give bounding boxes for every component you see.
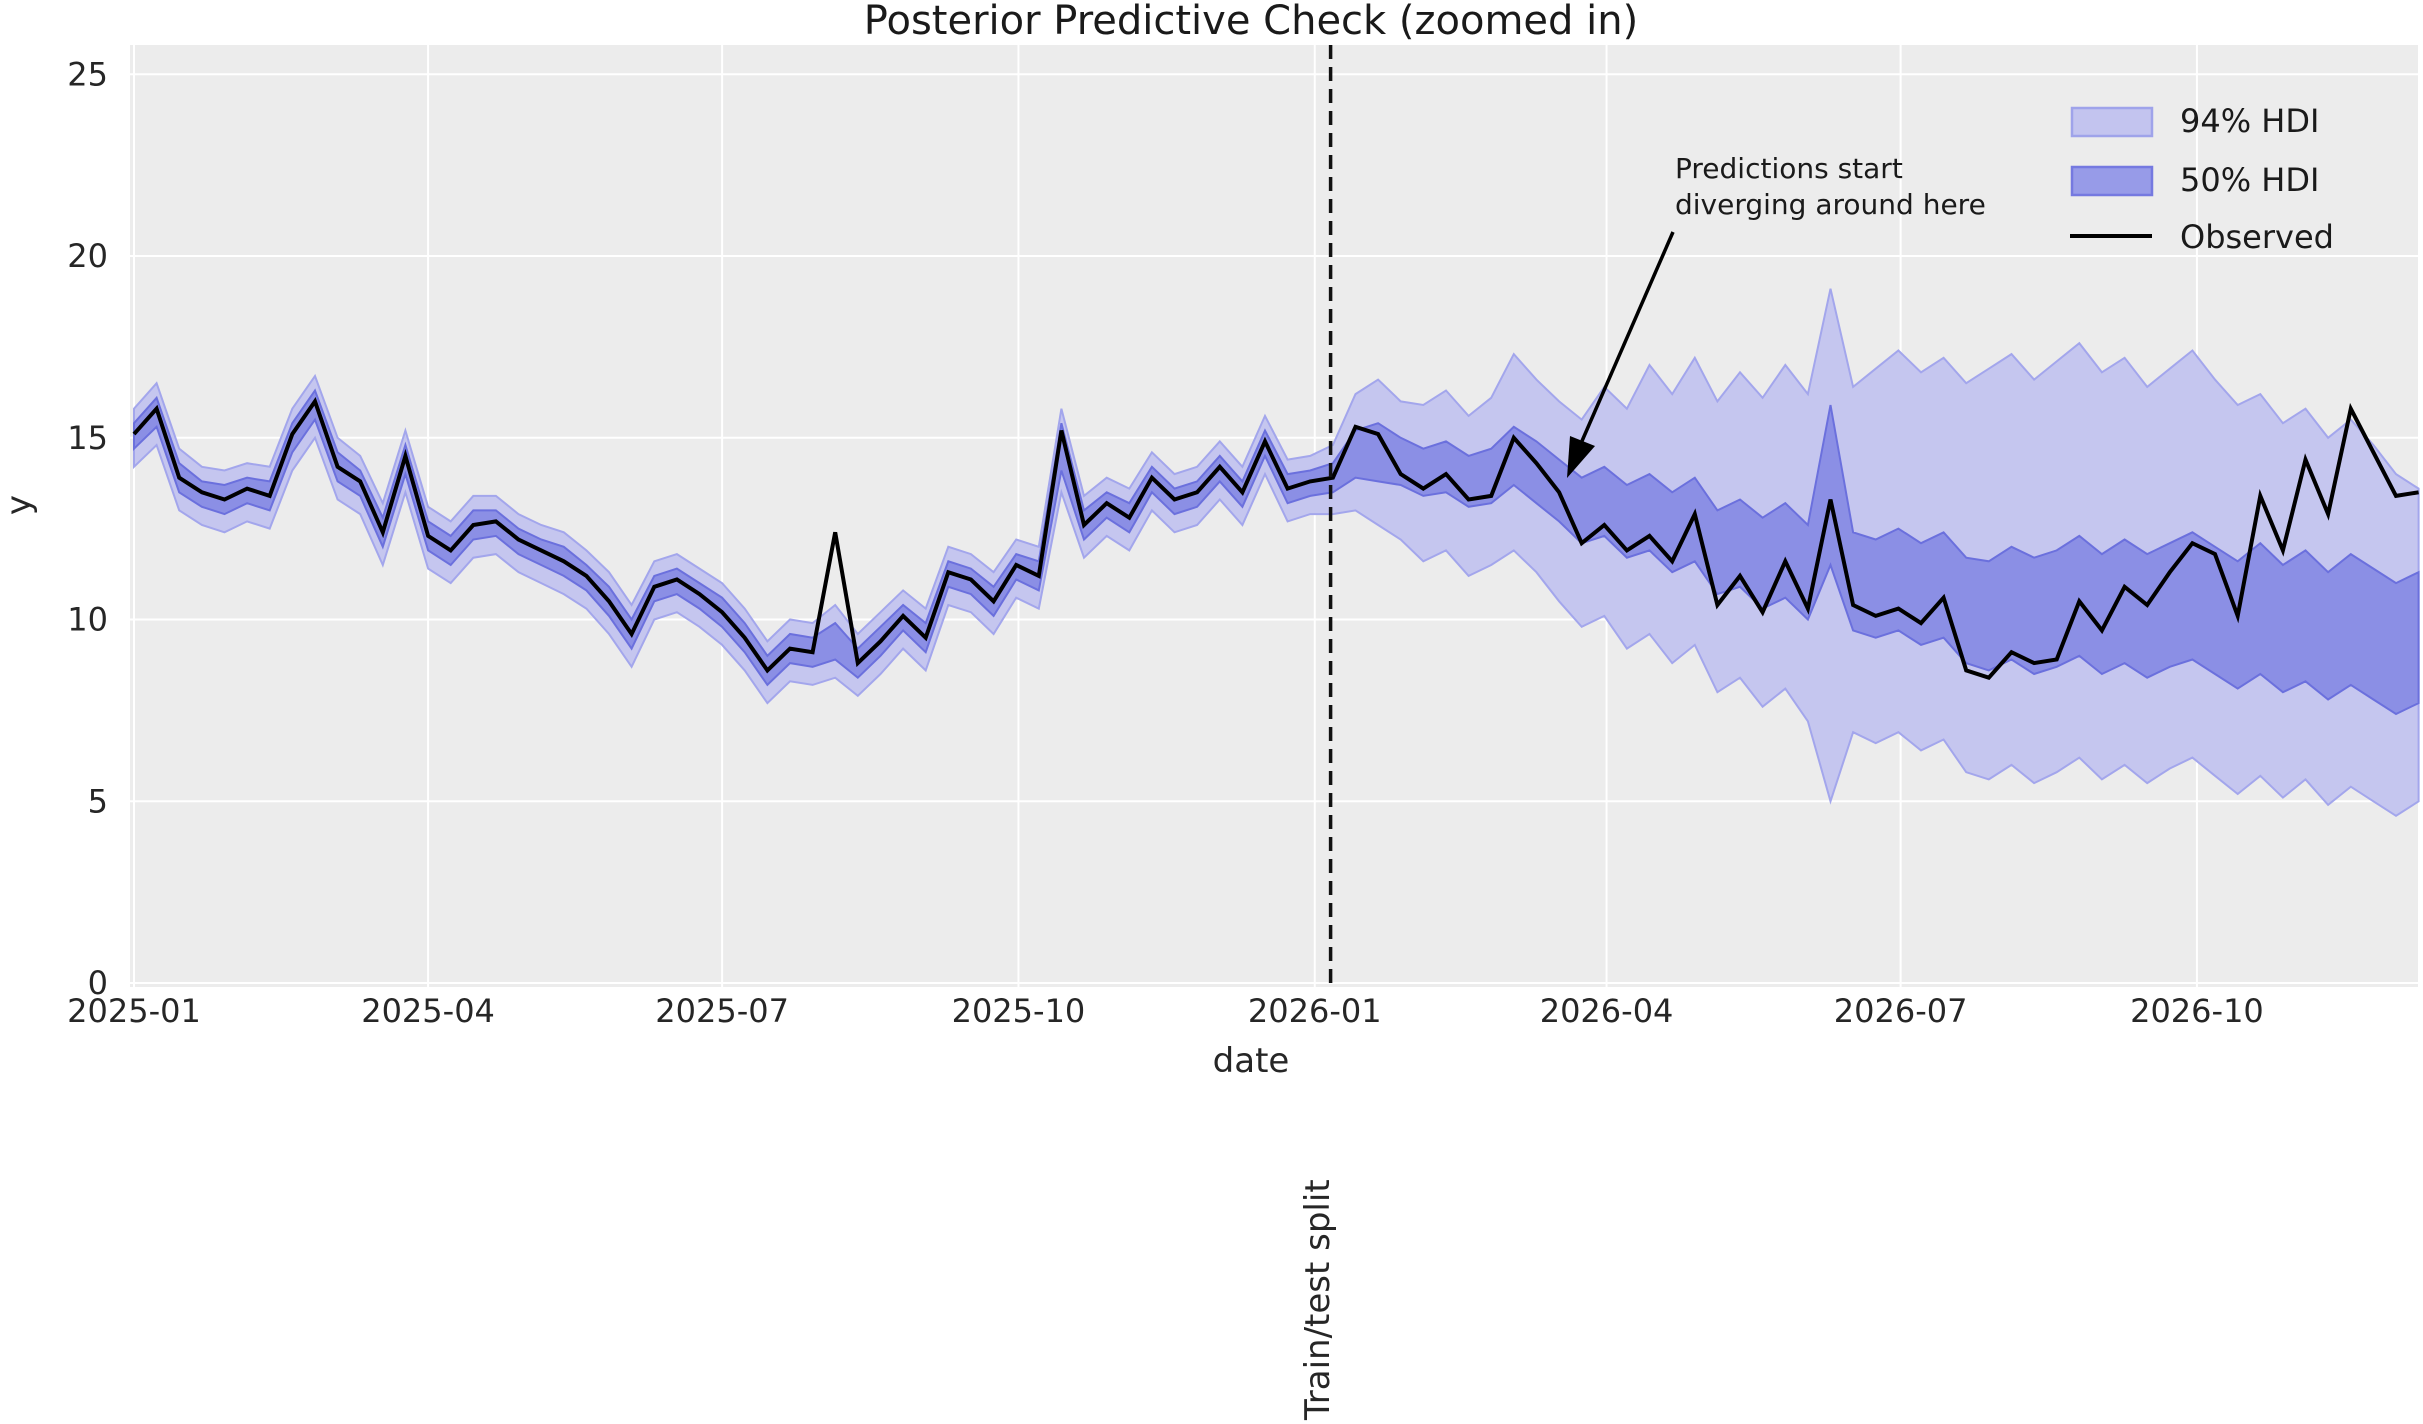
split-line-label: Train/test split <box>1298 1179 1338 1421</box>
y-tick-label: 5 <box>88 782 108 820</box>
annotation-text-line1: Predictions start <box>1675 152 1903 185</box>
gridlines <box>130 45 2418 987</box>
x-tick-label: 2025-04 <box>361 992 495 1030</box>
annotation-arrow-line <box>1580 231 1675 442</box>
x-tick-label: 2026-07 <box>1834 992 1968 1030</box>
legend-swatch-94-hdi <box>2070 106 2154 138</box>
legend-label-50-hdi: 50% HDI <box>2180 161 2319 199</box>
x-axis-label: date <box>1213 1041 1290 1081</box>
x-tick-label: 2025-01 <box>67 992 201 1030</box>
x-tick-labels: 2025-01 2025-04 2025-07 2025-10 2026-01 2026-… <box>67 992 2264 1030</box>
hdi-50-band <box>133 388 2420 716</box>
x-tick-label: 2026-10 <box>2130 992 2264 1030</box>
legend: 94% HDI 50% HDI Observed <box>2070 102 2334 256</box>
annotation-arrowhead-icon <box>1567 436 1595 478</box>
hdi-94-band <box>133 288 2420 817</box>
y-tick-labels: 0 5 10 15 20 25 <box>67 55 108 1002</box>
x-tick-label: 2026-04 <box>1540 992 1674 1030</box>
chart-title: Posterior Predictive Check (zoomed in) <box>864 0 1638 44</box>
observed-line <box>132 397 2419 681</box>
annotation-text-line2: diverging around here <box>1675 188 1986 221</box>
legend-label-observed: Observed <box>2180 218 2334 256</box>
y-tick-label: 20 <box>67 237 108 275</box>
annotation: Predictions start diverging around here <box>1567 152 1986 478</box>
legend-swatch-50-hdi <box>2070 165 2154 197</box>
y-tick-label: 15 <box>67 419 108 457</box>
y-tick-label: 0 <box>88 964 108 1002</box>
hdi-bands <box>133 288 2420 817</box>
x-tick-label: 2025-10 <box>952 992 1086 1030</box>
x-tick-label: 2025-07 <box>655 992 789 1030</box>
y-axis-label: y <box>0 495 39 515</box>
y-tick-label: 10 <box>67 601 108 639</box>
x-tick-label: 2026-01 <box>1248 992 1382 1030</box>
legend-label-94-hdi: 94% HDI <box>2180 102 2319 140</box>
y-tick-label: 25 <box>67 55 108 93</box>
